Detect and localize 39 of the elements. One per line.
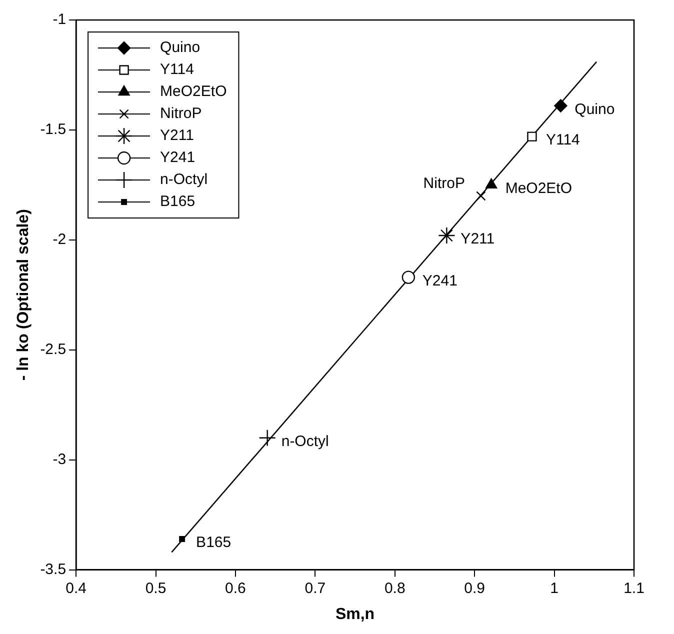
x-axis-title: Sm,n (335, 606, 375, 623)
y-axis-title: - ln ko (Optional scale) (15, 209, 32, 381)
annotation: NitroP (423, 175, 465, 192)
y-tick-label: -3 (52, 450, 66, 468)
legend-label: Y241 (160, 149, 196, 166)
y-tick-label: -1 (52, 11, 66, 28)
point (476, 191, 486, 201)
legend-label: Y114 (160, 61, 194, 78)
point (554, 99, 568, 112)
annotation: Y114 (546, 132, 580, 149)
legend-label: Y211 (160, 127, 194, 144)
x-tick-label: 0.6 (225, 580, 246, 597)
legend-label: Quino (160, 39, 200, 56)
x-tick-label: 0.9 (464, 580, 486, 597)
point (438, 226, 456, 244)
y-tick-label: -2 (52, 231, 66, 248)
x-tick-label: 0.5 (145, 580, 166, 597)
point (179, 536, 186, 542)
legend-label: NitroP (160, 105, 202, 122)
x-tick-label: 0.8 (384, 580, 406, 597)
point (527, 132, 537, 142)
annotation: n-Octyl (281, 432, 329, 450)
point (402, 270, 416, 284)
annotation: Y241 (422, 272, 458, 290)
x-tick-label: 1.1 (624, 580, 644, 597)
point (486, 178, 498, 189)
x-tick-label: 1 (550, 580, 558, 597)
annotation: Quino (574, 100, 615, 118)
legend-label: MeO2EtO (160, 83, 227, 100)
x-tick-label: 0.4 (66, 580, 86, 597)
y-tick-label: -3.5 (40, 560, 66, 578)
annotation: MeO2EtO (505, 180, 572, 198)
legend-label: B165 (160, 193, 196, 210)
y-tick-label: -2.5 (40, 341, 66, 358)
y-tick-label: -1.5 (40, 121, 66, 138)
legend-label: n-Octyl (160, 171, 208, 188)
annotation: Y211 (460, 230, 495, 248)
x-tick-label: 0.7 (304, 580, 326, 597)
annotation: B165 (196, 534, 232, 552)
